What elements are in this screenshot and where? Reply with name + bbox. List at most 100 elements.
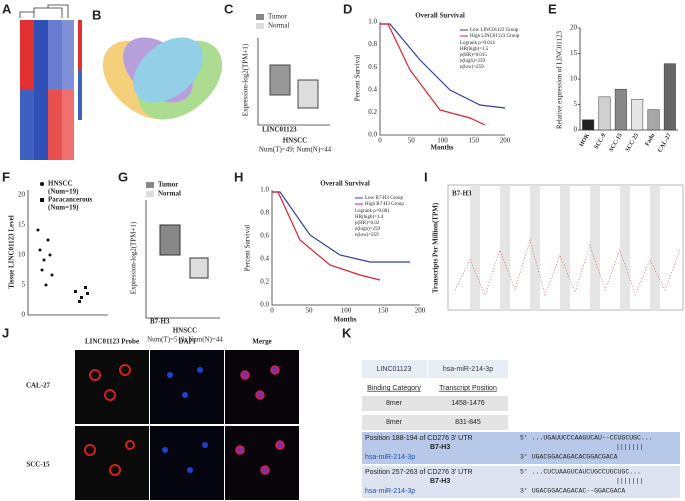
y-tick-label: 15 — [18, 221, 26, 229]
column-label: LINC01123 Probe — [85, 338, 139, 346]
legend-label: Normal — [268, 22, 289, 30]
y-label: Percent Survival — [244, 225, 252, 272]
bar — [582, 119, 595, 131]
stat-label: Logrank p=0.014 — [460, 41, 495, 46]
position: Position 188-194 of CD276 3' UTR — [365, 435, 473, 442]
x-tick-label: 50 — [306, 307, 314, 315]
stat-label: p(HR)=0.02 — [355, 221, 380, 226]
legend-label: Low LINC01123 Group — [470, 28, 519, 33]
n-label: Num(T)=519; Num(N)=44 — [147, 336, 223, 344]
y-label: Percent Survival — [354, 55, 362, 102]
x-label: HNSCC — [283, 137, 308, 145]
y-tick-label: 0.2 — [260, 278, 269, 286]
seq-top: 5' ...CUCUAAGUCAUCUGCCUGCUGC... — [520, 469, 641, 476]
header-cell: LINC01123 — [377, 366, 412, 373]
x-tick-label: 0 — [378, 137, 382, 145]
legend-label: Tumor — [158, 181, 178, 189]
x-label: HNSCC — [173, 327, 198, 335]
legend-label: Low B7-H3 Group — [365, 196, 404, 201]
table-header: Binding Category — [367, 385, 421, 392]
panel-label: C — [224, 1, 234, 16]
y-tick-label: 15 — [570, 49, 578, 57]
boxplot-c: Tumor Normal Expression-log2(TPM+1) LINC… — [242, 13, 332, 154]
y-tick-label: 5 — [22, 281, 26, 289]
y-tick-label: 0.4 — [260, 255, 269, 263]
table-cell: 8mer — [386, 419, 403, 426]
gene-label: LINC01123 — [262, 126, 297, 134]
y-tick-label: 0 — [22, 311, 26, 319]
panel-label: A — [2, 1, 12, 16]
y-tick-label: 0 — [574, 126, 578, 134]
bar — [647, 109, 660, 131]
table-cell: 831-845 — [455, 419, 481, 426]
survival-h: Overall Survival Low B7-H3 Group High B7… — [244, 180, 420, 324]
y-tick-label: 0.6 — [260, 232, 269, 240]
x-tick-label: 50 — [408, 137, 416, 145]
gene-label: B7-H3 — [452, 190, 472, 198]
stat-label: HR(high)=1.4 — [355, 215, 384, 220]
header-cell: hsa-miR-214-3p — [443, 366, 493, 373]
row-label: CAL-27 — [26, 382, 51, 390]
y-tick-label: 0.4 — [368, 85, 377, 93]
y-tick-label: 5 — [574, 100, 578, 108]
stat-label: n(high)=259 — [460, 59, 486, 64]
dot-plot-f: Tissue LINC01123 Level HNSCC (Num=19) Pa… — [8, 180, 108, 316]
y-tick-label: 0.0 — [368, 131, 377, 139]
venn-diagram — [102, 37, 223, 120]
gene: B7-H3 — [430, 478, 450, 485]
bar — [631, 99, 644, 131]
n-label: Num(T)=49; Num(N)=44 — [259, 146, 332, 154]
y-tick-label: 0.8 — [368, 40, 377, 48]
y-tick-label: 10 — [18, 251, 26, 259]
row-label: SCC-15 — [26, 461, 50, 469]
legend-label: (Num=19) — [48, 204, 79, 212]
panel-label: K — [342, 325, 352, 340]
panel-label: D — [343, 1, 352, 16]
y-tick-label: 0.2 — [368, 108, 377, 116]
position: Position 257-263 of CD276 3' UTR — [365, 469, 473, 476]
y-tick-label: 1.0 — [368, 18, 377, 26]
panel-label: I — [424, 169, 428, 184]
mirna: hsa-miR-214-3p — [365, 454, 415, 461]
legend-label: Paracancerous — [48, 196, 92, 204]
stat-label: n(high)=259 — [355, 227, 381, 232]
y-tick-label: 0.0 — [260, 301, 269, 309]
panel-label: F — [2, 169, 10, 184]
chart-title: Overall Survival — [415, 12, 465, 20]
bar — [663, 63, 676, 131]
seq-bars: ||||||| — [616, 478, 643, 485]
y-label: Relative expression of LINC01123 — [556, 31, 564, 129]
column-label: Merge — [252, 338, 271, 346]
table-header: Transcript Position — [439, 385, 497, 392]
bar — [614, 88, 627, 131]
seq-bottom: 3' UGACGGACAGACAC--GGACGACA — [520, 488, 625, 495]
panel-label: G — [118, 169, 128, 184]
stat-label: p(HR)=0.015 — [460, 53, 487, 58]
expression-i: B7-H3 Transcripts Per Million(TPM) — [432, 184, 684, 311]
x-tick-label: Fadu — [645, 132, 657, 147]
legend-label: High LINC01123 Group — [470, 34, 520, 39]
x-label: Months — [431, 144, 454, 152]
stat-label: n(low)=259 — [460, 65, 484, 70]
table-cell: 1458-1476 — [451, 400, 485, 407]
panel-label: H — [234, 169, 243, 184]
gene: B7-H3 — [430, 444, 450, 451]
y-tick-label: 0.6 — [368, 63, 377, 71]
legend-label: Tumor — [268, 13, 287, 21]
mirna-binding: LINC01123 hsa-miR-214-3p Binding Categor… — [362, 360, 680, 498]
panel-label: E — [548, 1, 557, 16]
seq-bottom: 3' UGACGGACAGACACGGACGACA — [520, 454, 618, 461]
chart-title: Overall Survival — [320, 180, 370, 188]
y-label: Expression-log2(TPM+1) — [242, 43, 250, 116]
legend-label: Normal — [158, 190, 181, 198]
seq-top: 5' ...UGAUUCCCAAGUCAU--CCUGCUGC... — [520, 435, 653, 442]
stat-label: Logrank p=0.081 — [355, 209, 390, 214]
x-tick-label: SCC-25 — [625, 133, 640, 153]
y-tick-label: 1.0 — [260, 186, 269, 194]
y-label: Tissue LINC01123 Level — [8, 215, 16, 288]
x-tick-label: 150 — [378, 307, 389, 315]
stat-label: HR(high)=1.5 — [460, 47, 489, 52]
x-tick-label: 100 — [437, 137, 448, 145]
y-tick-label: 20 — [18, 191, 26, 199]
